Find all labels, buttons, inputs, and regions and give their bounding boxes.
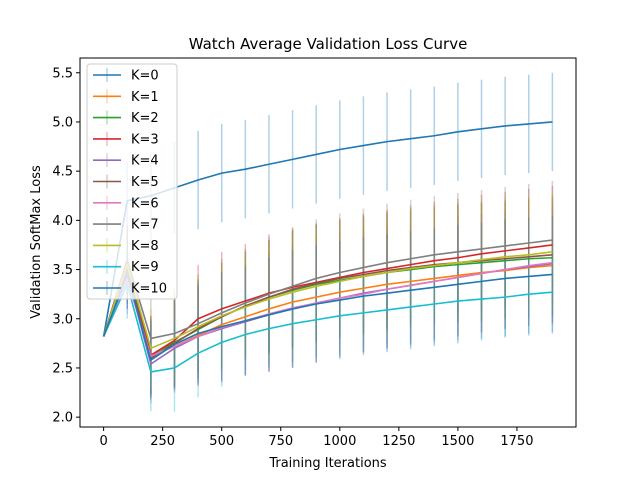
x-axis-label: Training Iterations [268, 456, 387, 471]
legend-label-k0: K=0 [131, 69, 159, 84]
series-line-k7 [102, 239, 553, 340]
y-axis-label: Validation SoftMax Loss [29, 165, 44, 319]
y-tick-label: 3.0 [52, 312, 73, 327]
y-tick-label: 5.5 [52, 66, 73, 81]
series-line-k9 [102, 283, 553, 373]
series-line-k8 [102, 251, 553, 350]
x-tick-label: 0 [99, 434, 107, 449]
x-tick-label: 250 [150, 434, 175, 449]
legend-label-k4: K=4 [131, 154, 159, 169]
x-tick-label: 1000 [323, 434, 356, 449]
series-line-k6 [102, 261, 553, 357]
series-lines [102, 121, 553, 373]
x-tick-label: 1500 [441, 434, 474, 449]
legend-label-k5: K=5 [131, 175, 159, 190]
legend-label-k8: K=8 [131, 239, 159, 254]
x-tick-label: 1750 [500, 434, 533, 449]
y-tick-label: 3.5 [52, 263, 73, 278]
legend-label-k3: K=3 [131, 132, 159, 147]
series-line-k10 [102, 273, 553, 361]
series-line-k0 [102, 121, 553, 337]
legend-box [86, 63, 178, 300]
legend-label-k9: K=9 [131, 260, 159, 275]
x-tick-label: 750 [268, 434, 293, 449]
plot-frame [79, 57, 577, 428]
legend-label-k7: K=7 [131, 218, 159, 233]
legend-label-k2: K=2 [131, 111, 159, 126]
y-tick-label: 4.0 [52, 214, 73, 229]
legend: K=0 K=1 K=2 K=3 K=4 K=5 K=6 K=7 K=8 K=9 K=10 [86, 63, 178, 300]
y-tick-label: 2.5 [52, 361, 73, 376]
legend-label-k6: K=6 [131, 196, 159, 211]
y-tick-label: 5.0 [52, 115, 73, 130]
x-axis-ticks: 0 250 500 750 1000 1250 1500 1750 [99, 427, 533, 449]
x-tick-label: 1250 [382, 434, 415, 449]
legend-label-k10: K=10 [131, 282, 167, 297]
legend-label-k1: K=1 [131, 90, 159, 105]
y-axis-ticks: 2.0 2.5 3.0 3.5 4.0 4.5 5.0 5.5 [52, 66, 80, 426]
y-tick-label: 2.0 [52, 411, 73, 426]
x-tick-label: 500 [209, 434, 234, 449]
chart-title: Watch Average Validation Loss Curve [189, 35, 468, 53]
y-tick-label: 4.5 [52, 165, 73, 180]
series-line-k5 [102, 254, 553, 359]
